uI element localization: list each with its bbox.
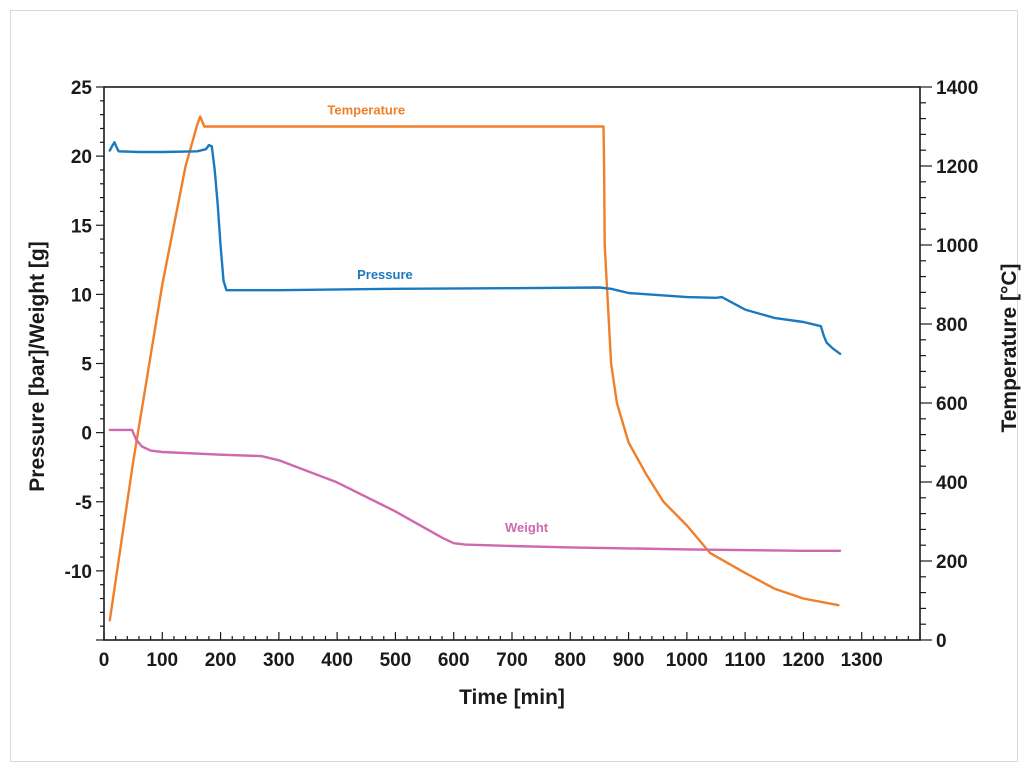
right-y-axis-title: Temperature [°C]: [998, 263, 1021, 432]
left-y-tick-label: 25: [71, 78, 93, 99]
x-tick-label: 0: [99, 650, 110, 671]
axes: 0 100 200 300 400 500 600 700 800 900 1000 1100 1200…: [65, 78, 979, 671]
left-y-tick-label: 0: [81, 424, 92, 445]
right-y-tick-label: 1000: [936, 236, 978, 257]
right-y-tick-label: 800: [936, 315, 968, 336]
x-tick-label: 300: [263, 650, 295, 671]
series-line-temperature: [108, 115, 840, 622]
series-line-pressure: [108, 141, 842, 355]
x-tick-label: 600: [438, 650, 470, 671]
right-y-tick-label: 600: [936, 394, 968, 415]
x-tick-label: 400: [321, 650, 353, 671]
x-tick-label: 700: [496, 650, 528, 671]
x-axis-title: Time [min]: [459, 686, 565, 709]
series-layer: [108, 115, 842, 622]
series-label-pressure: Pressure: [357, 267, 413, 282]
right-y-tick-label: 1200: [936, 157, 978, 178]
plot-area: [103, 86, 921, 641]
labels-layer: Temperature Pressure Weight: [327, 103, 548, 536]
x-tick-label: 1300: [841, 650, 883, 671]
series-line-weight: [108, 428, 842, 552]
right-y-tick-label: 200: [936, 552, 968, 573]
series-label-weight: Weight: [505, 520, 549, 535]
left-y-tick-label: 10: [71, 285, 92, 306]
x-tick-label: 800: [554, 650, 586, 671]
left-y-tick-label: 15: [71, 216, 93, 237]
x-tick-label: 200: [205, 650, 237, 671]
x-tick-label: 500: [380, 650, 412, 671]
x-tick-label: 100: [146, 650, 178, 671]
right-y-tick-label: 1400: [936, 78, 978, 99]
right-y-tick-label: 400: [936, 473, 968, 494]
left-y-tick-label: 20: [71, 147, 92, 168]
x-tick-label: 1100: [725, 650, 766, 671]
left-y-axis-title: Pressure [bar]/Weight [g]: [26, 241, 49, 491]
left-y-tick-label: -10: [65, 562, 92, 583]
x-tick-label: 900: [613, 650, 645, 671]
x-tick-label: 1200: [782, 650, 824, 671]
left-y-tick-label: -5: [75, 493, 92, 514]
right-y-tick-label: 0: [936, 631, 947, 652]
series-label-temperature: Temperature: [327, 103, 405, 118]
x-tick-label: 1000: [666, 650, 708, 671]
left-y-tick-label: 5: [81, 355, 92, 376]
